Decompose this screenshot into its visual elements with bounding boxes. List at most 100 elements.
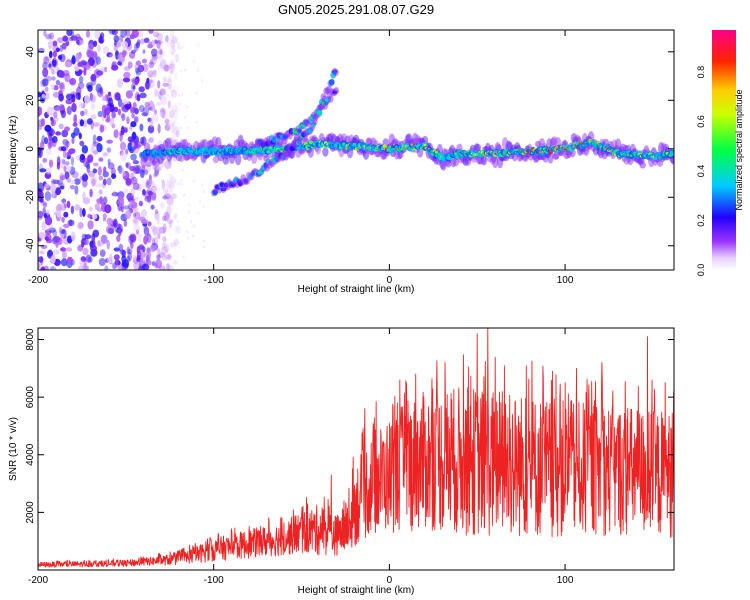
noise-dot [56, 210, 62, 218]
noise-dot [161, 180, 166, 190]
noise-dot [62, 159, 66, 165]
noise-dot [53, 50, 57, 58]
noise-dot [58, 104, 65, 111]
spectrogram-ytick-label: -40 [25, 238, 36, 253]
noise-dot [131, 49, 136, 54]
noise-dot [125, 148, 129, 155]
noise-dot [117, 108, 122, 116]
ridge-halo [602, 138, 609, 145]
noise-dot [148, 178, 152, 186]
noise-dot [85, 160, 91, 169]
spectrogram-frame [37, 29, 675, 271]
noise-dot [170, 35, 178, 44]
noise-dot [95, 198, 103, 204]
noise-dot [58, 226, 62, 234]
noise-dot [139, 123, 144, 132]
noise-dot [171, 44, 176, 52]
noise-dot [91, 178, 96, 187]
ridge-halo [164, 137, 172, 149]
noise-dot [44, 236, 49, 241]
noise-dot [59, 44, 64, 53]
noise-dot [56, 179, 64, 186]
noise-dot [174, 110, 178, 119]
noise-dot [195, 91, 198, 95]
noise-dot [105, 118, 111, 123]
colorbar-tick-label: 0.8 [696, 66, 706, 79]
noise-dot [171, 94, 174, 97]
noise-dot [163, 188, 169, 195]
noise-dot [79, 259, 86, 267]
noise-dot [66, 30, 73, 37]
noise-dot [140, 169, 145, 179]
noise-dot [202, 239, 206, 243]
noise-dot [195, 120, 199, 124]
noise-dot [169, 114, 176, 125]
noise-dot [70, 30, 75, 37]
ridge-core [435, 150, 438, 154]
noise-dot [168, 63, 174, 70]
noise-dot [172, 259, 178, 265]
noise-dot [53, 235, 61, 243]
noise-dot [75, 92, 81, 100]
noise-dot [169, 189, 173, 193]
noise-dot [44, 86, 49, 92]
noise-dot [202, 190, 205, 194]
noise-dot [86, 30, 90, 38]
noise-dot [39, 168, 47, 173]
noise-dot [58, 93, 64, 102]
noise-dot [94, 30, 101, 39]
noise-dot [142, 106, 150, 117]
noise-dot [42, 78, 49, 87]
ridge-halo [322, 147, 329, 157]
noise-dot [84, 94, 90, 105]
noise-dot [134, 167, 141, 174]
noise-dot [173, 213, 178, 220]
snr-xtick-label: 0 [387, 575, 393, 586]
noise-dot [187, 236, 190, 240]
noise-dot [154, 259, 163, 269]
noise-dot [157, 167, 162, 172]
noise-dot [159, 88, 166, 96]
noise-dot [132, 85, 136, 90]
noise-dot [77, 61, 83, 67]
upper-branch-mark [316, 109, 323, 117]
noise-dot [151, 191, 157, 202]
noise-dot [171, 51, 174, 55]
noise-dot [157, 123, 161, 134]
noise-dot [124, 103, 132, 110]
noise-dot [71, 171, 79, 179]
noise-dot [171, 123, 175, 128]
noise-dot [65, 93, 74, 101]
noise-dot [185, 105, 189, 109]
noise-dot [60, 109, 66, 119]
noise-dot [172, 121, 176, 125]
noise-dot [44, 55, 49, 63]
noise-dot [59, 158, 66, 169]
noise-dot [92, 168, 98, 174]
noise-dot [127, 61, 133, 69]
noise-dot [78, 132, 82, 140]
noise-dot [156, 50, 164, 60]
noise-dot [162, 223, 167, 234]
noise-dot [98, 258, 106, 266]
noise-dot [87, 213, 92, 219]
noise-dot [61, 250, 67, 260]
noise-dot [63, 144, 69, 152]
noise-dot [74, 204, 81, 211]
noise-dot [175, 130, 180, 138]
noise-dot [91, 95, 96, 103]
noise-dot [38, 231, 46, 239]
noise-dot [170, 192, 178, 200]
noise-dot [157, 186, 161, 196]
noise-dot [89, 245, 98, 252]
noise-dot [123, 219, 128, 227]
noise-dot [107, 158, 111, 165]
noise-dot [162, 195, 168, 200]
noise-dot [157, 80, 161, 89]
spectrogram-marks [38, 30, 674, 270]
noise-dot [171, 123, 175, 133]
noise-dot [168, 265, 174, 270]
noise-dot [134, 78, 139, 86]
noise-dot [164, 123, 171, 132]
